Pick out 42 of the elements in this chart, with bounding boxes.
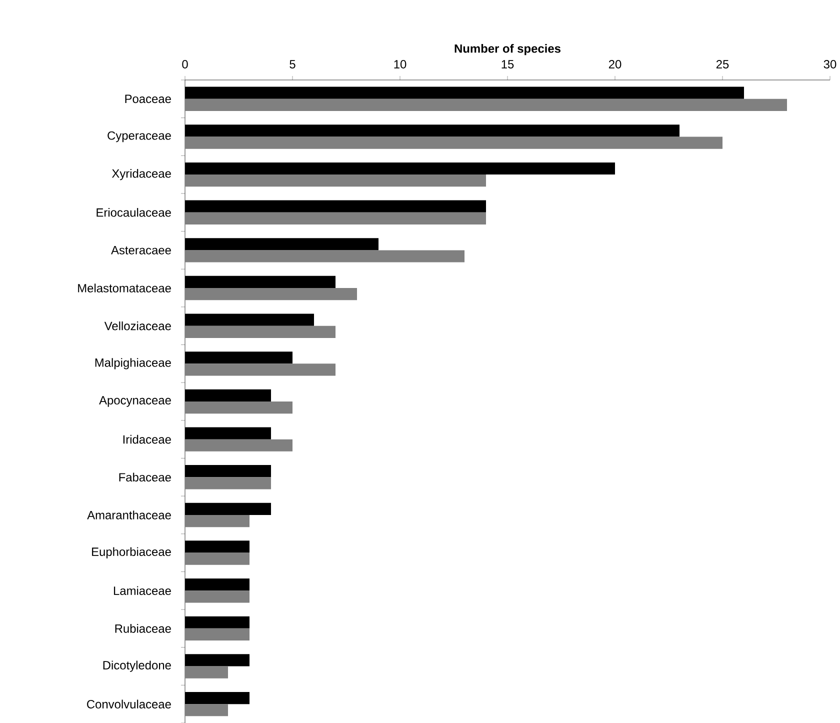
y-tick-label: Rubiaceae xyxy=(115,624,171,633)
bar xyxy=(185,250,465,262)
bar xyxy=(185,401,293,414)
y-tick-label: Poaceae xyxy=(125,94,171,104)
bar xyxy=(185,212,486,224)
y-tick-label: Fabaceae xyxy=(119,472,171,482)
bar xyxy=(185,666,228,678)
y-tick-label: Asteracaee xyxy=(111,246,171,254)
bar xyxy=(185,326,336,338)
y-tick-label: Melastomataceae xyxy=(78,284,171,292)
y-tick-label: Eriocaulaceae xyxy=(96,208,171,217)
bar xyxy=(185,704,228,716)
bar xyxy=(185,514,250,528)
x-tick-label: 30 xyxy=(824,60,836,68)
x-tick-label: 15 xyxy=(502,60,514,68)
y-tick-label: Apocynaceae xyxy=(99,396,171,407)
y-tick-label: Amaranthaceae xyxy=(87,510,171,520)
bar xyxy=(185,628,250,641)
y-tick-label: Velloziaceae xyxy=(104,321,171,330)
bar xyxy=(185,364,336,376)
y-tick-label: Lamiaceae xyxy=(114,586,171,595)
bar xyxy=(185,174,486,187)
bar xyxy=(185,477,272,490)
bar xyxy=(185,98,788,112)
bar xyxy=(185,288,358,300)
y-tick-label: Euphorbiaceae xyxy=(92,547,171,558)
x-axis-title: Number of species xyxy=(454,44,560,56)
x-tick-label: 10 xyxy=(394,60,406,68)
x-tick-label: 5 xyxy=(290,60,296,68)
y-tick-label: Malpighiaceae xyxy=(95,358,171,370)
y-tick-label: Cyperaceae xyxy=(108,131,171,142)
x-tick-label: 20 xyxy=(608,60,622,68)
x-tick-label: 0 xyxy=(182,60,188,68)
bar xyxy=(185,136,723,149)
bar xyxy=(185,552,250,565)
bar xyxy=(185,439,293,452)
bar xyxy=(185,590,250,603)
y-tick-label: Dicotyledone xyxy=(103,660,171,672)
y-tick-label: Iridaceae xyxy=(123,434,171,444)
y-tick-label: Xyridaceae xyxy=(112,168,171,180)
y-tick-label: Convolvulaceae xyxy=(87,700,171,708)
x-tick-label: 25 xyxy=(716,60,729,68)
